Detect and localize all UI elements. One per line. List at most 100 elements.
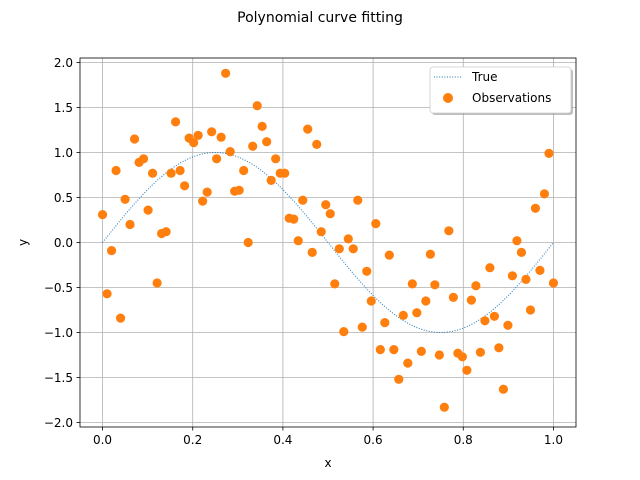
observation-point xyxy=(293,236,303,246)
observation-point xyxy=(503,320,513,330)
observation-point xyxy=(271,154,281,164)
observation-point xyxy=(366,296,376,306)
observation-point xyxy=(325,209,335,219)
observation-point xyxy=(466,295,476,305)
y-tick-label: 2.0 xyxy=(54,56,73,70)
observation-point xyxy=(516,247,527,257)
grid xyxy=(80,58,576,427)
true-curve-line xyxy=(102,151,554,334)
y-tick-label: 1.5 xyxy=(54,101,73,115)
observation-point xyxy=(525,305,536,315)
legend: True Observations xyxy=(429,66,573,115)
observation-point xyxy=(252,101,262,111)
y-tick-label: −2.0 xyxy=(44,416,73,430)
observation-point xyxy=(202,187,212,197)
observation-point xyxy=(485,263,495,273)
observation-point xyxy=(170,117,181,127)
x-axis-label: x xyxy=(324,456,331,470)
observation-point xyxy=(248,141,258,151)
x-tick-label: 0.4 xyxy=(273,433,292,447)
observation-point xyxy=(521,274,531,284)
observation-point xyxy=(152,278,162,288)
observation-point xyxy=(384,250,394,260)
observation-point xyxy=(425,249,435,259)
observation-point xyxy=(343,234,353,244)
observation-point xyxy=(353,195,363,205)
observation-point xyxy=(148,168,158,178)
observation-point xyxy=(398,310,408,320)
observation-point xyxy=(498,384,508,394)
observation-point xyxy=(362,266,372,276)
x-tick-label: 0.6 xyxy=(364,433,383,447)
y-axis-label: y xyxy=(16,239,30,246)
observation-point xyxy=(357,322,367,332)
observation-point xyxy=(143,205,153,215)
observation-point xyxy=(494,343,504,353)
observation-point xyxy=(161,227,171,237)
observation-points xyxy=(97,68,559,412)
observation-point xyxy=(243,237,253,248)
legend-box xyxy=(429,66,572,114)
observation-point xyxy=(530,203,541,213)
legend-true-label: True xyxy=(471,70,498,84)
observation-point xyxy=(193,130,203,140)
y-tick-label: 1.0 xyxy=(54,146,73,160)
observation-point xyxy=(115,313,126,323)
observation-point xyxy=(106,246,117,256)
observation-point xyxy=(266,175,276,185)
observation-point xyxy=(375,345,385,355)
y-tick-label: −0.5 xyxy=(44,281,73,295)
observation-point xyxy=(348,244,358,254)
observation-point xyxy=(216,132,226,142)
observation-point xyxy=(234,185,244,195)
observation-point xyxy=(175,165,185,176)
observation-point xyxy=(457,352,467,362)
observation-point xyxy=(102,289,112,299)
observation-point xyxy=(439,402,449,412)
observation-point xyxy=(412,308,422,318)
observation-point xyxy=(111,165,121,176)
y-tick-label: 0.5 xyxy=(54,191,73,205)
x-tick-label: 0.0 xyxy=(93,433,112,447)
observation-point xyxy=(512,236,522,246)
observation-point xyxy=(334,244,344,254)
axis-ticks: 0.0 0.2 0.4 0.6 0.8 1.0 −2.0 −1.5 −1.0 −0.5 0.0 0.5… xyxy=(44,56,563,447)
observation-point xyxy=(471,281,481,291)
x-tick-label: 0.8 xyxy=(454,433,473,447)
observation-point xyxy=(444,226,454,236)
observation-point xyxy=(120,194,130,204)
observation-point xyxy=(416,346,426,356)
legend-observations-swatch xyxy=(443,93,453,103)
y-tick-label: −1.5 xyxy=(44,371,73,385)
observation-point xyxy=(535,265,545,275)
observation-point xyxy=(548,278,559,288)
observation-point xyxy=(262,137,272,147)
observation-point xyxy=(212,154,222,164)
observation-point xyxy=(380,318,390,328)
legend-observations-label: Observations xyxy=(472,91,551,105)
observation-point xyxy=(316,227,326,237)
observation-point xyxy=(480,316,490,326)
observation-point xyxy=(394,374,404,384)
chart-title: Polynomial curve fitting xyxy=(237,10,403,26)
observation-point xyxy=(421,296,431,306)
observation-point xyxy=(257,121,267,131)
observation-point xyxy=(129,134,140,144)
observation-point xyxy=(307,247,317,257)
observation-point xyxy=(225,147,235,157)
observation-point xyxy=(448,292,458,302)
observation-point xyxy=(298,195,308,205)
true-curve-layer xyxy=(102,151,554,334)
x-tick-label: 0.2 xyxy=(183,433,202,447)
observation-point xyxy=(475,347,486,357)
x-tick-label: 1.0 xyxy=(544,433,563,447)
observation-point xyxy=(189,138,199,148)
observation-point xyxy=(125,219,135,230)
observation-point xyxy=(303,124,313,134)
observation-point xyxy=(138,154,149,164)
observation-point xyxy=(507,271,518,281)
observation-point xyxy=(321,200,331,210)
observation-point xyxy=(403,358,413,368)
observation-point xyxy=(280,168,290,178)
